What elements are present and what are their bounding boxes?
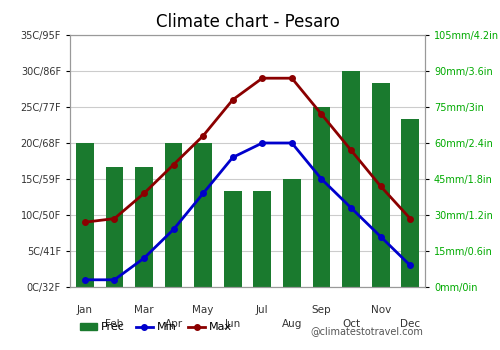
Bar — [194, 143, 212, 287]
Bar — [372, 83, 390, 287]
Bar — [76, 143, 94, 287]
Text: Jun: Jun — [224, 320, 241, 329]
Text: Aug: Aug — [282, 320, 302, 329]
Text: Feb: Feb — [105, 320, 124, 329]
Bar — [312, 107, 330, 287]
Bar — [402, 119, 419, 287]
Text: May: May — [192, 305, 214, 315]
Bar — [106, 167, 123, 287]
Bar — [342, 71, 360, 287]
Bar — [254, 191, 271, 287]
Text: Mar: Mar — [134, 305, 154, 315]
Text: @climatestotravel.com: @climatestotravel.com — [310, 326, 423, 336]
Bar — [135, 167, 153, 287]
Title: Climate chart - Pesaro: Climate chart - Pesaro — [156, 13, 340, 31]
Text: Apr: Apr — [164, 320, 182, 329]
Text: Jan: Jan — [77, 305, 93, 315]
Bar — [283, 179, 301, 287]
Bar — [224, 191, 242, 287]
Text: Oct: Oct — [342, 320, 360, 329]
Text: Dec: Dec — [400, 320, 420, 329]
Text: Nov: Nov — [370, 305, 391, 315]
Text: Sep: Sep — [312, 305, 332, 315]
Bar — [164, 143, 182, 287]
Text: Jul: Jul — [256, 305, 268, 315]
Legend: Prec, Min, Max: Prec, Min, Max — [76, 318, 237, 337]
